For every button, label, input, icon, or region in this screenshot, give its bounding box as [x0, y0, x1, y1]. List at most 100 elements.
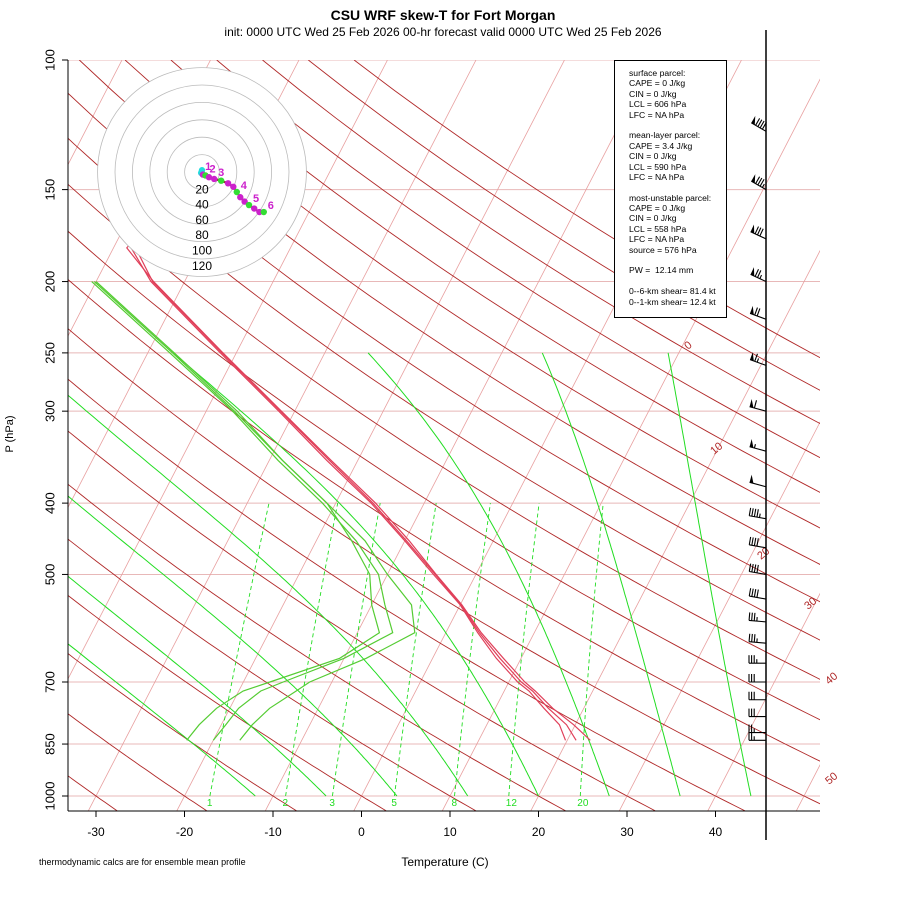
barb-flag	[751, 174, 756, 184]
wind-barb	[751, 115, 767, 132]
barb-feather	[759, 228, 764, 237]
barb-feather	[753, 634, 756, 643]
wind-barb	[748, 612, 767, 623]
moist-adiabat	[68, 575, 327, 797]
wind-barb	[750, 267, 767, 283]
mixing-ratio-line	[285, 503, 339, 797]
chart-subtitle: init: 0000 UTC Wed 25 Feb 2026 00-hr for…	[224, 25, 662, 39]
barb-feather	[755, 176, 761, 184]
x-tick-label: -10	[264, 825, 282, 839]
barb-feather	[756, 564, 759, 573]
barb-half-feather	[756, 358, 760, 363]
barb-feather	[748, 633, 751, 642]
y-tick-label: 500	[42, 564, 57, 586]
hodograph-height-label: 4	[241, 180, 248, 192]
barb-flag	[750, 352, 754, 361]
barb-staff	[749, 570, 767, 575]
barb-staff	[751, 180, 767, 191]
hodograph-point	[210, 175, 218, 183]
barb-feather	[754, 226, 760, 235]
hodograph-point	[241, 198, 248, 205]
info-line: most-unstable parcel:	[629, 192, 712, 203]
y-axis-label: P (hPa)	[4, 415, 16, 453]
hodograph-point	[251, 205, 258, 212]
barb-staff	[749, 619, 767, 623]
hodograph-ring-label: 100	[192, 244, 212, 258]
hodograph-height-label: 5	[253, 193, 259, 205]
moist-adiabat	[172, 352, 539, 797]
y-tick-label: 850	[42, 733, 57, 755]
info-line: LFC = NA hPa	[629, 234, 685, 245]
wind-barb	[748, 673, 766, 683]
barb-feather	[756, 509, 759, 518]
wind-barb	[748, 536, 767, 549]
mixing-ratio-label: 3	[329, 798, 335, 809]
info-line: LFC = NA hPa	[629, 109, 685, 120]
barb-half-feather	[758, 513, 761, 518]
y-tick-label: 400	[42, 492, 57, 514]
barb-feather	[753, 564, 757, 573]
barb-feather	[748, 507, 752, 516]
dry-adiabat	[68, 328, 820, 805]
dry-adiabat	[68, 183, 820, 680]
isotherm-line	[176, 60, 565, 811]
dewpoint-profile	[93, 281, 416, 741]
barb-staff	[749, 481, 767, 488]
barb-feather	[748, 563, 752, 572]
mixing-ratio-label: 20	[577, 798, 589, 809]
x-tick-label: -30	[87, 825, 105, 839]
hodograph-height-label: 6	[268, 200, 274, 212]
barb-staff	[749, 446, 767, 452]
dry-adiabat	[68, 92, 820, 603]
y-tick-label: 100	[42, 49, 57, 71]
moist-adiabat	[68, 643, 256, 797]
dry-adiabat-label: 10	[708, 440, 725, 457]
wind-barb	[749, 439, 767, 452]
wind-barb	[748, 507, 767, 520]
info-line: 0--6-km shear= 81.4 kt	[629, 286, 716, 297]
barb-feather	[757, 177, 763, 186]
dry-adiabat	[68, 278, 820, 762]
dry-adiabat	[262, 60, 820, 425]
info-line: 0--1-km shear= 12.4 kt	[629, 296, 716, 307]
footnote: thermodynamic calcs are for ensemble mea…	[39, 857, 246, 867]
barb-feather	[754, 307, 758, 316]
barb-half-feather	[753, 444, 756, 449]
barb-feather	[748, 536, 752, 545]
dry-adiabat	[68, 594, 388, 811]
barb-feather	[751, 563, 754, 573]
dry-adiabat-label: 40	[823, 670, 840, 687]
x-tick-label: -20	[176, 825, 194, 839]
barb-staff	[749, 595, 767, 600]
wind-barb	[750, 224, 767, 240]
barb-flag	[750, 305, 754, 315]
dry-adiabat	[68, 538, 478, 811]
y-tick-label: 700	[42, 671, 57, 693]
barb-flag	[751, 115, 756, 125]
chart-title: CSU WRF skew-T for Fort Morgan	[330, 7, 556, 23]
wind-barb	[749, 305, 767, 320]
barb-feather	[754, 353, 758, 362]
barb-feather	[753, 400, 758, 409]
dry-adiabat-label: 30	[802, 595, 819, 612]
x-tick-label: 10	[443, 825, 457, 839]
dry-adiabat	[68, 137, 820, 641]
hodograph-ring-label: 20	[195, 182, 209, 196]
mixing-ratio-line	[579, 503, 604, 797]
info-line: LCL = 558 hPa	[629, 223, 687, 234]
barb-feather	[751, 537, 754, 546]
mixing-ratio-label: 8	[452, 798, 458, 809]
barb-flag	[750, 224, 755, 234]
y-tick-label: 250	[42, 342, 57, 364]
isotherm-line	[795, 764, 820, 811]
info-line: CAPE = 3.4 J/kg	[629, 140, 693, 151]
wind-barb	[748, 633, 767, 644]
dry-adiabat	[68, 483, 567, 811]
dry-adiabat	[68, 230, 820, 721]
mixing-ratio-label: 2	[283, 798, 289, 809]
isotherm-line	[87, 60, 477, 811]
x-axis-label: Temperature (C)	[401, 855, 489, 869]
wind-barb	[748, 563, 767, 575]
y-tick-label: 200	[42, 271, 57, 293]
